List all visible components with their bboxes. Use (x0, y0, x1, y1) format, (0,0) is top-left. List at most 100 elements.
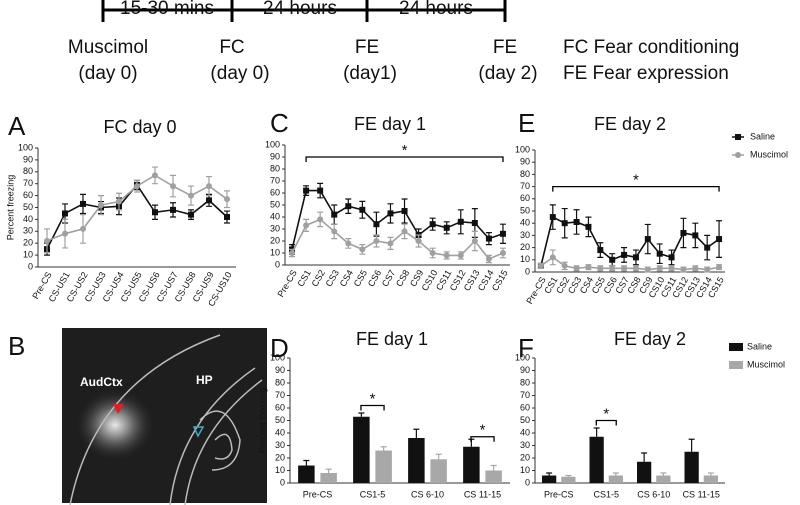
panel-letter: A (8, 111, 26, 141)
error-bar (704, 234, 711, 261)
error-bar (612, 472, 619, 476)
y-tick-label: 10 (520, 465, 530, 475)
y-tick-label: 40 (520, 218, 530, 228)
error-bar (98, 195, 104, 216)
event-label: (day 0) (210, 63, 269, 84)
legend-swatch (729, 361, 743, 369)
chart-title: FE day 2 (614, 329, 686, 349)
error-bar (152, 166, 158, 185)
error-bar (152, 204, 158, 220)
error-bar (716, 264, 723, 271)
brain-image (62, 328, 267, 505)
bar (463, 446, 480, 483)
y-tick-label: 30 (270, 223, 280, 233)
series-line (540, 256, 720, 271)
error-bar (80, 193, 86, 215)
error-bar (317, 182, 324, 199)
error-bar (585, 264, 592, 271)
error-bar (565, 474, 572, 477)
y-tick-label: 100 (515, 144, 530, 154)
x-tick-label: CS 11-15 (683, 489, 720, 499)
error-bar (549, 204, 556, 230)
error-bar (134, 179, 140, 193)
y-tick-label: 100 (270, 352, 285, 362)
series (542, 436, 699, 483)
event-label: Muscimol (68, 37, 148, 58)
y-tick-label: 0 (280, 477, 285, 487)
x-tick-label: CS8 (394, 268, 411, 288)
error-bar (549, 249, 556, 266)
event-label: FE (493, 37, 517, 58)
y-tick-label: 20 (23, 238, 33, 248)
y-tick-label: 10 (270, 247, 280, 257)
y-tick-label: 90 (520, 365, 530, 375)
significance-bracket (470, 436, 495, 442)
panel-letter: B (8, 331, 25, 361)
x-tick-label: CS1 (295, 268, 312, 288)
error-bar (644, 266, 651, 273)
y-tick-label: 90 (270, 151, 280, 161)
x-tick-label: CS7 (380, 268, 397, 288)
y-tick-label: 10 (520, 254, 530, 264)
error-bar (188, 185, 194, 206)
y-tick-label: 60 (23, 190, 33, 200)
image-label: AudCtx (80, 375, 123, 389)
x-tick-label: CS1-5 (593, 489, 619, 499)
bar (608, 475, 623, 483)
series-line (291, 189, 504, 250)
y-tick-label: 80 (270, 163, 280, 173)
error-bar (632, 265, 639, 272)
bar (656, 475, 671, 483)
y-tick-label: 40 (275, 427, 285, 437)
error-bar (170, 174, 176, 198)
error-bar (585, 216, 592, 238)
series (561, 475, 718, 483)
error-bar (668, 265, 675, 272)
error-bar (345, 238, 352, 249)
error-bar (435, 453, 442, 460)
y-tick-label: 50 (270, 199, 280, 209)
y-tick-label: 70 (275, 390, 285, 400)
error-bar (206, 175, 212, 197)
interval-label: 15-30 mins (120, 0, 214, 19)
y-tick-label: 60 (275, 402, 285, 412)
error-bar (457, 209, 464, 235)
error-bar (373, 234, 380, 248)
legend-label: Saline (750, 131, 775, 141)
y-tick-label: 40 (520, 427, 530, 437)
y-tick-label: 100 (515, 352, 530, 362)
interval-label: 24 hours (399, 0, 473, 19)
significance-bracket (305, 156, 504, 162)
interval-label: 24 hours (263, 0, 337, 19)
bar (353, 416, 370, 483)
significance-bracket (552, 185, 720, 192)
x-tick-label: CS4 (338, 268, 355, 288)
y-tick-label: 70 (270, 175, 280, 185)
y-tick-label: 60 (520, 193, 530, 203)
y-tick-label: 20 (270, 235, 280, 245)
timeline (101, 0, 507, 22)
legend-marker (735, 152, 741, 158)
error-bar (688, 438, 695, 452)
event-label: (day 0) (78, 63, 137, 84)
x-tick-label: CS3 (324, 268, 341, 288)
legend-label: Saline (747, 341, 772, 351)
x-tick-label: CS 6-10 (637, 489, 670, 499)
chart-title: FC day 0 (103, 117, 176, 137)
legend-marker (735, 134, 741, 140)
error-bar (80, 214, 86, 244)
error-bar (621, 265, 628, 272)
error-bar (429, 247, 436, 259)
error-bar (537, 262, 544, 269)
error-bar (561, 261, 568, 271)
y-tick-label: 30 (520, 230, 530, 240)
event-label: FE (355, 37, 379, 58)
error-bar (325, 468, 332, 473)
error-bar (443, 251, 450, 260)
error-bar (499, 247, 506, 259)
y-tick-label: 0 (525, 266, 530, 276)
error-bar (597, 265, 604, 272)
series-line (540, 215, 720, 267)
error-bar (401, 223, 408, 240)
y-tick-label: 100 (265, 139, 280, 149)
